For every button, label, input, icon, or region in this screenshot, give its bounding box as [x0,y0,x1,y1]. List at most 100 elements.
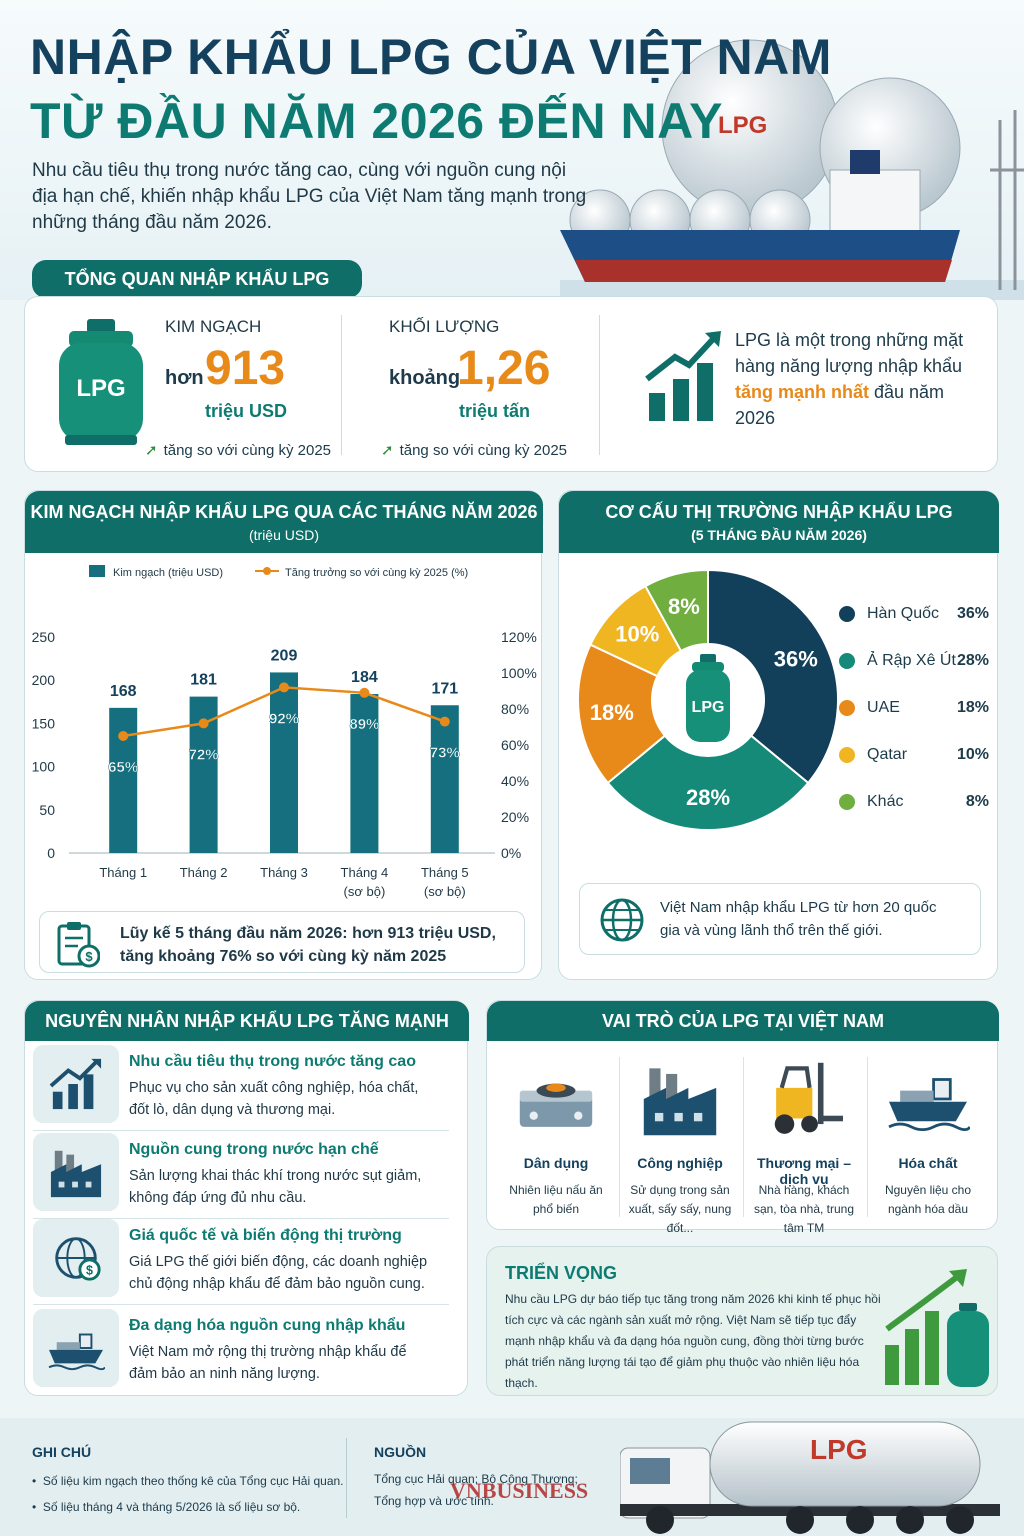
bar-value-label: 184 [351,669,378,686]
divider [33,1130,449,1131]
legend-name: Khác [867,793,904,810]
market-note: Việt Nam nhập khẩu LPG từ hơn 20 quốc gi… [579,883,981,955]
legend-value: 36% [956,605,989,622]
note-text: Số liệu kim ngạch theo thống kê của Tổng… [42,1474,344,1488]
pie-slice [644,568,709,653]
legend-swatch-bar [89,565,105,577]
growth-chart-icon [645,331,721,421]
role-title: Thương mại – dịch vụ [757,1155,851,1187]
divider [341,315,342,455]
pie-center-label: LPG [692,699,725,716]
legend-label-line: Tăng trưởng so với cùng kỳ 2025 (%) [285,567,468,579]
svg-text:$: $ [86,1263,93,1277]
lpg-terminal-illustration [560,39,1024,300]
legend-dot [839,794,855,810]
legend-name: Qatar [867,746,908,763]
overview-note-end: đầu năm 2026 [735,382,945,428]
role-title: Công nghiệp [637,1155,723,1171]
bar-value-label: 209 [271,647,298,664]
x-tick-label: (sơ bộ) [344,884,386,899]
cylinder-label: LPG [76,375,126,402]
y-right-tick: 20% [501,809,529,825]
reason-title: Đa dạng hóa nguồn cung nhập khẩu [129,1317,406,1334]
reason-desc: Sản lượng khai thác khí trong nước sụt g… [129,1168,422,1206]
y-right-tick: 80% [501,701,529,717]
note-text: Số liệu tháng 4 và tháng 5/2026 là số li… [42,1500,301,1514]
market-pie-chart: 36% 28% 18% 10% 8% LPG [577,568,839,831]
value-trend-text: tăng so với cùng kỳ 2025 [163,441,332,459]
footer: GHI CHÚ • Số liệu kim ngạch theo thống k… [0,1418,1024,1536]
growth-point [198,718,209,729]
page-title-line1: NHẬP KHẨU LPG CỦA VIỆT NAM [30,29,832,85]
legend-dot [839,700,855,716]
role-desc: Nhiên liệu nấu ăn phổ biến [509,1183,603,1216]
page-title-line2: TỪ ĐẦU NĂM 2026 ĐẾN NAY [30,93,723,149]
reason-item: Đa dạng hóa nguồn cung nhập khẩu Việt Nam… [25,1307,469,1391]
reason-item: Nguồn cung trong nước hạn chế Sản lượng k… [25,1131,469,1219]
roles-title: VAI TRÒ CỦA LPG TẠI VIỆT NAM [487,1001,999,1041]
value-trend: ➚ tăng so với cùng kỳ 2025 [145,441,332,460]
y-left-tick: 250 [32,629,56,645]
summary-line2: tăng khoảng 76% so với cùng kỳ năm 2025 [120,948,447,965]
monthly-summary-text: Lũy kế 5 tháng đầu năm 2026: hơn 913 tri… [120,922,496,968]
factory-icon [635,1057,725,1141]
role-item: Dân dụng Nhiên liệu nấu ăn phổ biến [495,1049,617,1225]
truck-label: LPG [810,1434,868,1465]
growth-label: 89% [349,716,379,733]
monthly-summary: $ Lũy kế 5 tháng đầu năm 2026: hơn 913 t… [39,911,525,973]
legend-name: UAE [867,699,900,716]
outlook-title: TRIỂN VỌNG [505,1263,618,1283]
source-line1: Tổng cục Hải quan; Bộ Công Thương; [374,1472,578,1486]
growth-label: 73% [430,745,460,762]
intro-text: Nhu cầu tiêu thụ trong nước tăng cao, cù… [32,160,587,233]
y-right-tick: 120% [501,629,537,645]
lpg-cylinder-icon [59,319,143,445]
y-right-tick: 100% [501,665,537,681]
lpg-truck-illustration [620,1421,1000,1534]
x-tick-label: Tháng 2 [180,865,228,880]
svg-text:$: $ [85,949,93,964]
legend-item: Hàn Quốc 36% [839,605,989,623]
reason-desc: Việt Nam mở rộng thị trường nhập khẩu để… [129,1344,407,1382]
legend-item: Qatar 10% [839,746,989,764]
y-left-tick: 200 [32,672,56,688]
source-text: Tổng cục Hải quan; Bộ Công Thương; Tổng … [374,1468,578,1512]
source-line2: Tổng hợp và ước tính. [374,1494,494,1508]
value-unit: triệu USD [205,401,288,421]
reason-title: Giá quốc tế và biến động thị trường [129,1227,402,1244]
bar [350,694,379,853]
clipboard-dollar-icon: $ [57,922,100,968]
overview-note: LPG là một trong những mặt hàng năng lượ… [735,327,975,431]
divider [867,1057,868,1217]
x-tick-label: Tháng 1 [99,865,147,880]
globe-icon [600,898,644,942]
market-note-text: Việt Nam nhập khẩu LPG từ hơn 20 quốc gi… [660,899,937,939]
watermark: VNBUSINESS [450,1478,589,1503]
legend-dot [839,653,855,669]
reason-item: $ Giá quốc tế và biến động thị trường Giá … [25,1217,469,1305]
note-item: • Số liệu kim ngạch theo thống kê của Tổ… [32,1474,344,1488]
legend-name: Ả Rập Xê Út [867,652,956,669]
outlook-text: Nhu cầu LPG dự báo tiếp tục tăng trong n… [505,1292,881,1390]
market-title: CƠ CẤU THỊ TRƯỜNG NHẬP KHẨU LPG [605,501,953,522]
divider [33,1218,449,1219]
x-tick-label: Tháng 3 [260,865,308,880]
growth-label: 65% [108,759,138,776]
role-desc: Sử dụng trong sản xuất, sấy sấy, nung đố… [628,1183,732,1235]
bar [270,672,298,853]
y-right-tick: 40% [501,773,529,789]
divider [33,1304,449,1305]
legend-value: 10% [956,746,989,763]
bar-value-label: 181 [190,672,217,689]
roles-card: VAI TRÒ CỦA LPG TẠI VIỆT NAM Dân dụng Nhi… [486,1000,999,1235]
divider [619,1057,620,1217]
header-banner: LPG [0,0,1024,300]
growth-point [439,716,450,727]
pie-slice-label: 28% [686,785,730,810]
factory-icon [33,1133,119,1211]
volume-label: KHỐI LƯỢNG [389,317,500,336]
summary-line1: Lũy kế 5 tháng đầu năm 2026: hơn 913 tri… [120,925,496,942]
market-header: CƠ CẤU THỊ TRƯỜNG NHẬP KHẨU LPG (5 THÁNG… [559,491,999,553]
legend-value: 18% [956,699,989,716]
role-desc: Nhà hàng, khách sạn, tòa nhà, trung tâm … [753,1183,855,1235]
